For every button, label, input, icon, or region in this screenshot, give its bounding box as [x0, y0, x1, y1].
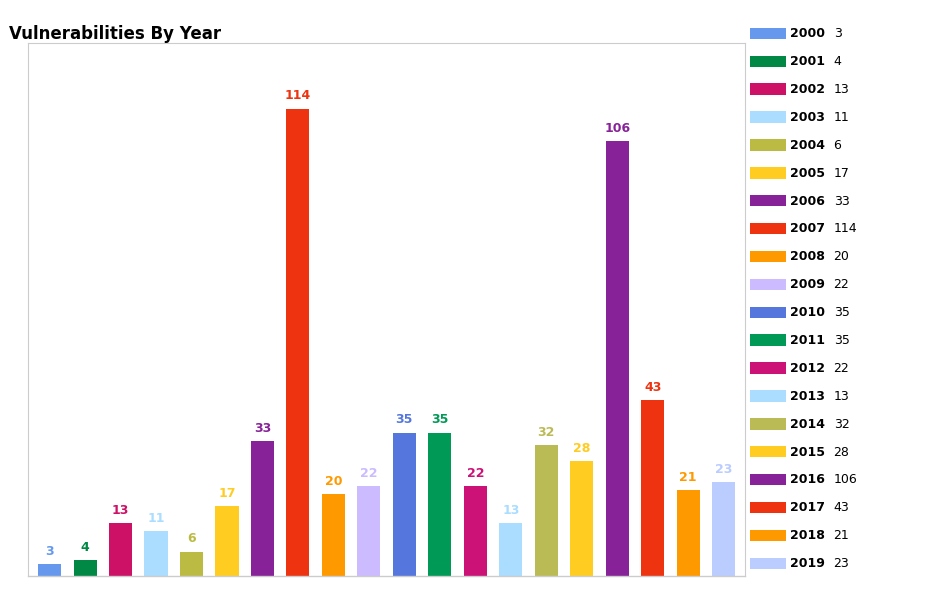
Text: 22: 22 [834, 362, 850, 375]
Text: 33: 33 [254, 422, 271, 435]
Text: 2002: 2002 [790, 83, 825, 96]
Text: 2014: 2014 [790, 417, 825, 431]
Text: 11: 11 [834, 111, 850, 124]
Bar [287, 109, 309, 576]
Bar [180, 552, 203, 576]
Bar [109, 523, 132, 576]
Bar [74, 560, 96, 576]
Text: 4: 4 [81, 541, 90, 554]
Text: 28: 28 [834, 446, 850, 459]
Text: 6: 6 [187, 533, 196, 546]
Text: 35: 35 [431, 414, 449, 427]
Text: 2010: 2010 [790, 306, 825, 319]
Text: 21: 21 [680, 471, 697, 484]
Text: 35: 35 [834, 306, 850, 319]
Bar [144, 531, 168, 576]
Text: 33: 33 [834, 194, 850, 208]
Text: 43: 43 [644, 381, 661, 394]
Bar [641, 400, 664, 576]
Text: 13: 13 [502, 504, 520, 517]
Text: Vulnerabilities By Year: Vulnerabilities By Year [9, 25, 222, 42]
Text: 28: 28 [573, 442, 590, 455]
Text: 35: 35 [834, 334, 850, 347]
Text: 2000: 2000 [790, 27, 825, 40]
Text: 2015: 2015 [790, 446, 825, 459]
Text: 6: 6 [834, 139, 841, 152]
Text: 2007: 2007 [790, 223, 825, 235]
Text: 114: 114 [834, 223, 857, 235]
Text: 2011: 2011 [790, 334, 825, 347]
Bar [571, 462, 593, 576]
Text: 2013: 2013 [790, 390, 825, 403]
Bar [677, 490, 700, 576]
Text: 2005: 2005 [790, 167, 825, 180]
Bar [464, 486, 487, 576]
Text: 11: 11 [147, 512, 165, 525]
Bar [251, 441, 274, 576]
Text: 114: 114 [285, 89, 311, 102]
Text: 2012: 2012 [790, 362, 825, 375]
Text: 2001: 2001 [790, 55, 825, 68]
Text: 17: 17 [218, 487, 236, 500]
Text: 13: 13 [834, 83, 850, 96]
Text: 2009: 2009 [790, 278, 825, 291]
Text: 43: 43 [834, 501, 850, 514]
Text: 2006: 2006 [790, 194, 825, 208]
Text: 23: 23 [715, 463, 733, 476]
Bar [357, 486, 380, 576]
Bar [215, 506, 239, 576]
Text: 22: 22 [360, 467, 377, 480]
Text: 13: 13 [112, 504, 129, 517]
Text: 20: 20 [834, 250, 850, 264]
Bar [393, 433, 416, 576]
Text: 106: 106 [834, 473, 857, 487]
Text: 2017: 2017 [790, 501, 825, 514]
Text: 21: 21 [834, 529, 850, 543]
Bar [428, 433, 452, 576]
Text: 35: 35 [396, 414, 413, 427]
Text: 13: 13 [834, 390, 850, 403]
Bar [712, 482, 736, 576]
Text: 32: 32 [834, 417, 850, 431]
Text: 22: 22 [467, 467, 484, 480]
Text: 2004: 2004 [790, 139, 825, 152]
Text: 22: 22 [834, 278, 850, 291]
Bar [38, 564, 61, 576]
Bar [322, 494, 345, 576]
Text: 3: 3 [834, 27, 841, 40]
Text: 2016: 2016 [790, 473, 825, 487]
Text: 32: 32 [538, 426, 555, 439]
Text: 2019: 2019 [790, 557, 825, 570]
Text: 3: 3 [45, 545, 54, 558]
Bar [605, 142, 629, 576]
Text: 106: 106 [604, 122, 630, 135]
Text: 23: 23 [834, 557, 850, 570]
Text: 2018: 2018 [790, 529, 825, 543]
Text: 20: 20 [324, 475, 342, 488]
Text: 17: 17 [834, 167, 850, 180]
Text: 4: 4 [834, 55, 841, 68]
Text: 2008: 2008 [790, 250, 825, 264]
Bar [535, 445, 558, 576]
Text: 2003: 2003 [790, 111, 825, 124]
Bar [499, 523, 522, 576]
